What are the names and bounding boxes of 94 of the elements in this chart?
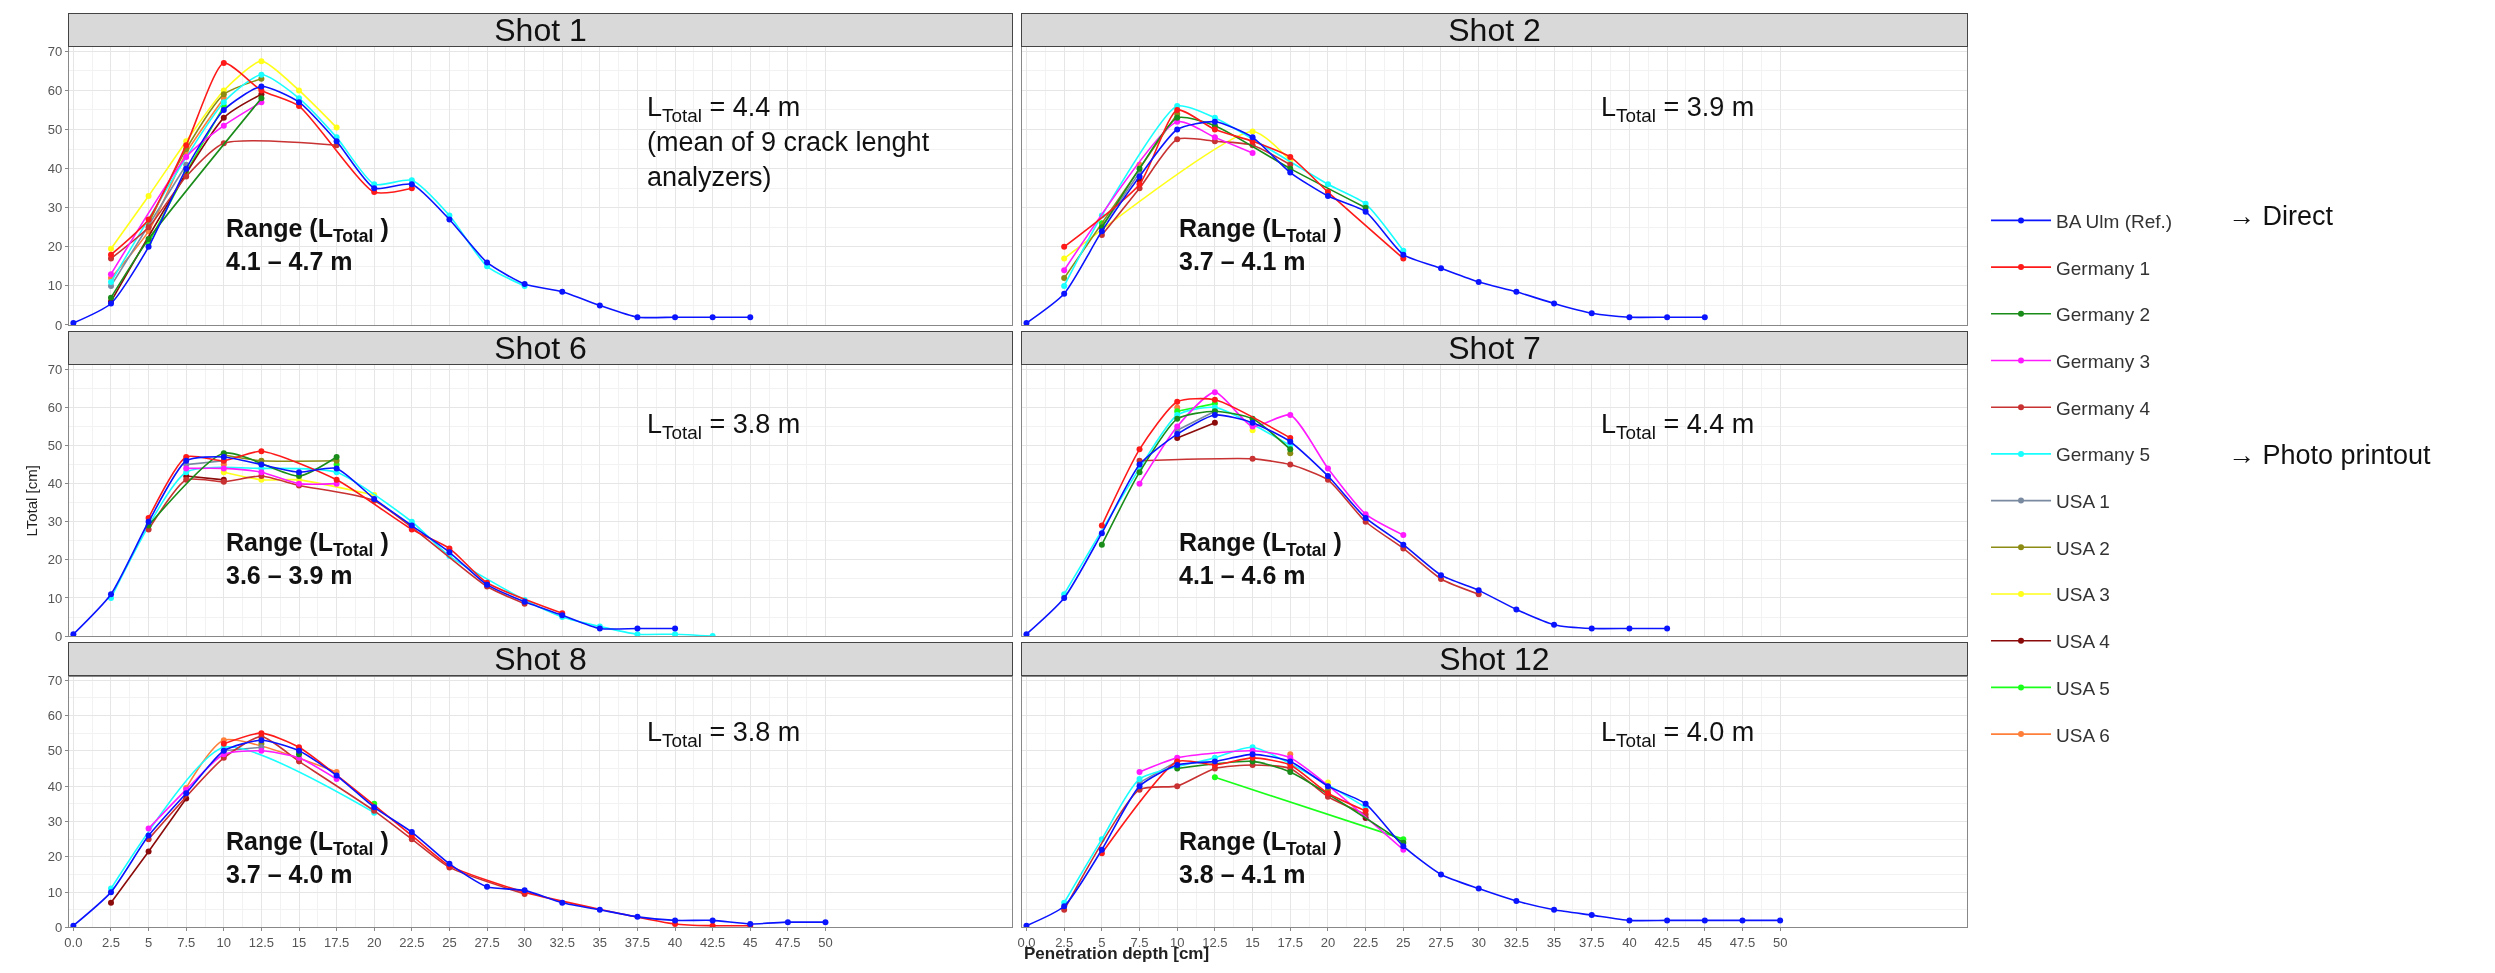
legend-label: USA 6: [2056, 724, 2110, 746]
y-tick-label: 50: [47, 438, 63, 454]
x-tick-label: 50: [818, 935, 833, 951]
x-tick-label: 35: [592, 935, 608, 951]
x-tick-label: 20: [366, 935, 382, 951]
chart-title: Shot 7: [1448, 330, 1541, 366]
annotation: L$_{Total}$ = 3.9 m: [1601, 92, 1755, 126]
annotation: L$_{Total}$ = 3.8 m: [647, 409, 801, 443]
y-tick-label: 60: [47, 708, 63, 724]
y-tick-label: 0: [55, 628, 63, 644]
legend-label: USA 5: [2056, 677, 2110, 699]
legend-label: Germany 4: [2056, 397, 2151, 419]
x-tick-label: 47.5: [775, 935, 801, 951]
chart-title: Shot 1: [494, 12, 587, 48]
x-tick-label: 12.5: [248, 935, 275, 951]
x-tick-label: 17.5: [1277, 935, 1303, 951]
y-tick-label: 20: [47, 239, 63, 255]
y-tick-label: 0: [55, 920, 63, 936]
x-tick-label: 25: [442, 935, 457, 951]
x-tick-label: 42.5: [700, 935, 726, 951]
y-tick-label: 30: [47, 200, 63, 216]
x-tick-label: 30: [1471, 935, 1486, 951]
y-tick-label: 70: [47, 43, 63, 59]
y-tick-label: 10: [47, 590, 63, 606]
annotation: Range (L$_{Total}$ ) 3.7 – 4.1 m: [1179, 214, 1342, 275]
chart-title: Shot 12: [1439, 641, 1550, 677]
y-tick-label: 10: [47, 278, 63, 294]
y-tick-label: 30: [47, 514, 63, 530]
legend-label: BA Ulm (Ref.): [2056, 210, 2173, 232]
annotation: Range (L$_{Total}$ ) 3.6 – 3.9 m: [226, 528, 389, 589]
x-tick-label: 50: [1772, 935, 1788, 951]
y-tick-label: 60: [47, 83, 63, 99]
annotation: L$_{Total}$ = 4.4 m (mean of 9 crack lenght analyzers): [647, 92, 930, 193]
x-tick-label: 37.5: [1579, 935, 1605, 951]
x-tick-label: 27.5: [474, 935, 500, 951]
y-tick-label: 60: [47, 399, 63, 415]
y-tick-label: 40: [47, 778, 63, 794]
x-tick-label: 45: [743, 935, 758, 951]
legend-label: USA 1: [2056, 490, 2110, 512]
x-tick-label: 32.5: [549, 935, 575, 951]
y-tick-label: 70: [47, 672, 63, 688]
chart-title: Shot 8: [494, 641, 587, 677]
x-tick-label: 45: [1697, 935, 1713, 951]
legend-label: USA 3: [2056, 584, 2110, 606]
text: → Photo printout: [2228, 440, 2432, 470]
x-tick-label: 15: [1245, 935, 1260, 951]
x-tick-label: 22.5: [399, 935, 425, 951]
y-tick-label: 50: [47, 743, 63, 759]
y-tick-label: 20: [47, 552, 63, 568]
x-tick-label: 20: [1320, 935, 1336, 951]
annotation: Range (L$_{Total}$ ) 4.1 – 4.7 m: [226, 214, 389, 275]
chart-title: Shot 2: [1448, 12, 1541, 48]
chart-title: Shot 6: [494, 330, 587, 366]
annotation: Range (L$_{Total}$ ) 3.8 – 4.1 m: [1179, 827, 1342, 888]
y-axis-title: LTotal [cm]: [23, 465, 41, 537]
y-tick-label: 10: [47, 884, 63, 900]
annotation: L$_{Total}$ = 4.0 m: [1601, 717, 1755, 751]
legend-label: Germany 5: [2056, 444, 2151, 466]
x-tick-label: 7.5: [177, 935, 196, 951]
x-tick-label: 40: [667, 935, 683, 951]
x-tick-label: 42.5: [1654, 935, 1680, 951]
text: → Direct: [2228, 201, 2334, 231]
annotation: L$_{Total}$ = 4.4 m: [1601, 409, 1755, 443]
x-tick-label: 10: [216, 935, 232, 951]
y-tick-label: 30: [47, 814, 63, 830]
x-tick-label: 5: [144, 935, 153, 951]
legend-label: Germany 1: [2056, 257, 2151, 279]
x-tick-label: 17.5: [323, 935, 350, 951]
legend-label: USA 2: [2056, 537, 2110, 559]
x-tick-label: 2.5: [101, 935, 121, 951]
legend-label: USA 4: [2056, 631, 2111, 653]
x-tick-label: 35: [1546, 935, 1562, 951]
y-tick-label: 50: [47, 122, 63, 138]
x-tick-label: 0.0: [64, 935, 83, 951]
annotation: Range (L$_{Total}$ ) 4.1 – 4.6 m: [1179, 528, 1342, 589]
x-tick-label: 15: [291, 935, 307, 951]
x-tick-label: 32.5: [1503, 935, 1530, 951]
y-tick-label: 70: [47, 361, 63, 377]
legend-label: Germany 2: [2056, 304, 2151, 326]
x-tick-label: 22.5: [1352, 935, 1379, 951]
x-tick-label: 5: [1098, 935, 1106, 951]
x-tick-label: 27.5: [1428, 935, 1454, 951]
x-tick-label: 30: [517, 935, 532, 951]
annotation: L$_{Total}$ = 3.8 m: [647, 717, 801, 751]
y-tick-label: 20: [47, 849, 63, 865]
x-tick-label: 37.5: [624, 935, 651, 951]
y-tick-label: 40: [47, 161, 63, 177]
legend-label: Germany 3: [2056, 350, 2151, 372]
annotation: Range (L$_{Total}$ ) 3.7 – 4.0 m: [226, 827, 389, 888]
x-tick-label: 47.5: [1729, 935, 1756, 951]
x-tick-label: 40: [1622, 935, 1637, 951]
y-tick-label: 40: [47, 476, 63, 492]
y-tick-label: 0: [55, 317, 63, 333]
x-tick-label: 25: [1396, 935, 1411, 951]
